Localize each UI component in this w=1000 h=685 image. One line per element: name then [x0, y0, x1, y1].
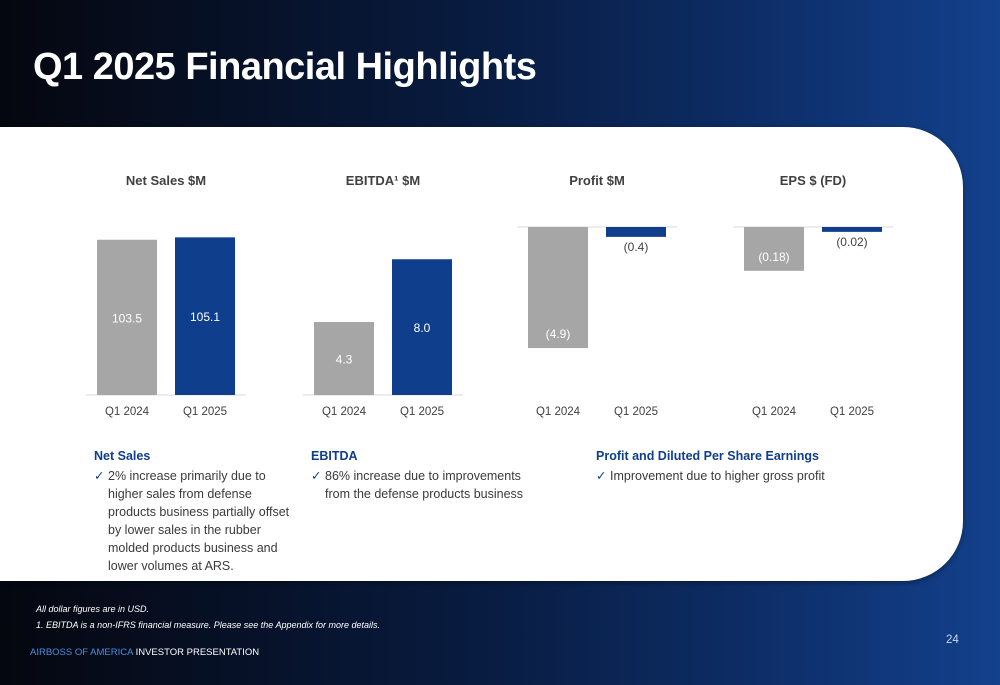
bar-q1-2025 [606, 227, 666, 237]
commentary-heading: Profit and Diluted Per Share Earnings [596, 449, 819, 463]
checkmark-icon: ✓ [94, 469, 105, 483]
chart-title: EPS $ (FD) [779, 173, 847, 188]
bullet-text: 86% increase due to improvements from th… [325, 469, 524, 501]
tick-label: Q1 2024 [322, 406, 367, 418]
tick-label: Q1 2024 [536, 406, 581, 418]
bar-q1-2024 [314, 322, 374, 395]
chart-canvas: (0.18) Q1 2024 (0.02) Q1 2025 [733, 226, 893, 418]
commentary-bullet: ✓ 2% increase primarily due to higher sa… [94, 467, 294, 575]
chart-title: Profit $M [569, 173, 625, 188]
net-sales-chart: Net Sales $M 103.5 Q1 2024 105.1 Q1 2025 [66, 127, 266, 427]
commentary-heading: EBITDA [311, 449, 358, 463]
tick-label: Q1 2025 [830, 406, 874, 418]
bar-q1-2025 [822, 227, 882, 232]
content-card: Net Sales $M 103.5 Q1 2024 105.1 Q1 2025 EB… [0, 127, 963, 581]
brand-suffix: INVESTOR PRESENTATION [132, 647, 260, 658]
commentary-bullet: ✓ Improvement due to higher gross profit [596, 467, 846, 485]
data-label: 103.5 [112, 311, 142, 325]
checkmark-icon: ✓ [596, 469, 607, 483]
brand-company: AIRBOSS OF AMERICA [30, 647, 133, 658]
tick-label: Q1 2025 [614, 406, 658, 418]
data-label: 4.3 [336, 353, 353, 367]
tick-label: Q1 2024 [752, 406, 797, 418]
data-label: 8.0 [414, 321, 431, 335]
chart-title: Net Sales $M [125, 173, 207, 188]
bullet-text: 2% increase primarily due to higher sale… [108, 469, 290, 573]
data-label: (0.02) [836, 235, 867, 249]
net-sales-commentary: Net Sales ✓ 2% increase primarily due to… [94, 447, 294, 575]
profit-chart: Profit $M (4.9) Q1 2024 (0.4) Q1 2025 [497, 127, 697, 427]
bullet-text: Improvement due to higher gross profit [610, 469, 825, 483]
footnotes: All dollar figures are in USD. 1. EBITDA… [36, 601, 380, 633]
ebitda-commentary: EBITDA ✓ 86% increase due to improvement… [311, 447, 526, 503]
footnote-usd: All dollar figures are in USD. [36, 604, 150, 614]
commentary-bullet: ✓ 86% increase due to improvements from … [311, 467, 526, 503]
bar-q1-2024 [528, 227, 588, 349]
bar-q1-2025 [175, 237, 235, 395]
chart-canvas: 4.3 Q1 2024 8.0 Q1 2025 [303, 259, 463, 418]
checkmark-icon: ✓ [311, 469, 322, 483]
tick-label: Q1 2025 [400, 406, 444, 418]
data-label: (0.18) [758, 250, 789, 264]
bar-q1-2025 [392, 259, 452, 395]
bar-q1-2024 [744, 227, 804, 271]
data-label: (0.4) [624, 240, 649, 254]
page-title: Q1 2025 Financial Highlights [33, 46, 537, 88]
tick-label: Q1 2024 [105, 406, 150, 418]
chart-title: EBITDA¹ $M [345, 173, 421, 188]
bar-q1-2024 [97, 239, 157, 395]
chart-canvas: 103.5 Q1 2024 105.1 Q1 2025 [86, 237, 246, 418]
ebitda-chart: EBITDA¹ $M 4.3 Q1 2024 8.0 Q1 2025 [283, 127, 483, 427]
tick-label: Q1 2025 [183, 406, 227, 418]
eps-chart: EPS $ (FD) (0.18) Q1 2024 (0.02) Q1 2025 [713, 127, 913, 427]
data-label: (4.9) [546, 327, 571, 341]
profit-commentary: Profit and Diluted Per Share Earnings ✓ … [596, 447, 846, 485]
brand-footer: AIRBOSS OF AMERICA INVESTOR PRESENTATION [30, 647, 259, 658]
data-label: 105.1 [190, 310, 220, 324]
chart-canvas: (4.9) Q1 2024 (0.4) Q1 2025 [517, 226, 677, 418]
footnote-ebitda: 1. EBITDA is a non-IFRS financial measur… [36, 620, 380, 630]
page-number: 24 [946, 634, 959, 646]
commentary-heading: Net Sales [94, 449, 151, 463]
